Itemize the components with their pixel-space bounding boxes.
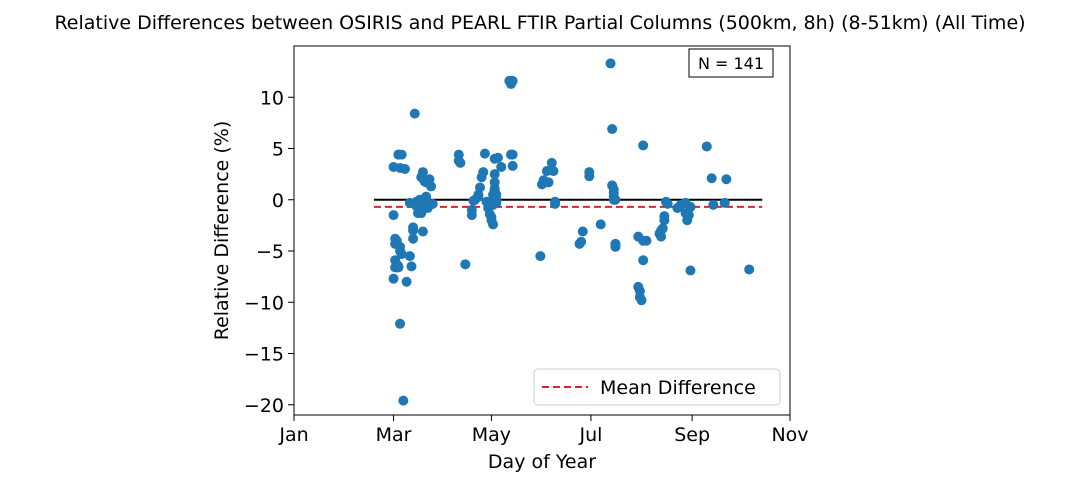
data-point: [719, 197, 730, 208]
count-annotation: N = 141: [688, 48, 774, 78]
data-point: [393, 261, 404, 272]
x-axis: Jan Mar May Jul Sep Nov: [278, 415, 809, 446]
data-point: [478, 167, 489, 178]
x-tick-label: Jan: [278, 424, 308, 446]
data-point: [455, 157, 466, 168]
x-tick-label: Jul: [578, 424, 602, 446]
data-point: [475, 182, 485, 193]
legend-label-mean-difference: Mean Difference: [600, 377, 756, 399]
data-point: [489, 169, 500, 180]
data-point: [662, 198, 673, 209]
data-point: [414, 194, 425, 205]
data-point: [417, 167, 428, 178]
data-point: [636, 295, 647, 306]
x-tick-label: Nov: [771, 424, 808, 446]
data-point: [577, 226, 588, 237]
y-tick-label: 0: [272, 190, 284, 212]
y-axis-label: Relative Difference (%): [211, 121, 233, 341]
y-tick-label: 5: [272, 139, 284, 161]
y-tick-label: −5: [256, 241, 284, 263]
data-point: [550, 198, 561, 209]
data-point: [408, 233, 419, 244]
data-point: [395, 318, 406, 329]
data-point: [685, 265, 696, 276]
x-tick-label: May: [472, 424, 511, 446]
data-point: [706, 173, 717, 184]
data-point: [488, 219, 499, 230]
data-point: [496, 161, 507, 172]
data-point: [507, 75, 518, 86]
data-point: [426, 181, 437, 192]
data-point: [584, 171, 595, 182]
data-point: [708, 199, 719, 210]
y-tick-label: −15: [244, 344, 284, 366]
data-point: [492, 152, 503, 163]
data-point: [595, 219, 606, 230]
data-point: [479, 148, 490, 159]
data-point: [507, 160, 518, 171]
x-tick-label: Sep: [674, 424, 710, 446]
data-point: [396, 149, 407, 160]
data-point: [659, 215, 670, 226]
data-point: [466, 210, 477, 221]
data-point: [607, 124, 618, 135]
data-point: [489, 177, 500, 188]
data-point: [641, 235, 652, 246]
plot-area: [293, 45, 791, 416]
data-point: [605, 58, 616, 69]
data-point: [638, 140, 649, 151]
data-point: [417, 226, 428, 237]
data-point: [543, 177, 554, 188]
data-point: [576, 236, 587, 247]
y-tick-label: −10: [244, 292, 284, 314]
legend: Mean Difference: [533, 368, 781, 406]
data-points: [388, 58, 755, 406]
data-point: [683, 210, 694, 221]
data-point: [721, 174, 732, 185]
data-point: [401, 276, 412, 287]
data-point: [657, 223, 668, 234]
chart-title: Relative Differences between OSIRIS and …: [54, 12, 1025, 34]
y-tick-label: −20: [244, 395, 284, 417]
data-point: [406, 261, 417, 272]
legend-box: [533, 368, 781, 406]
count-annotation-box: [688, 48, 774, 78]
data-point: [610, 194, 621, 205]
data-point: [460, 259, 471, 270]
data-point: [744, 264, 755, 275]
count-annotation-label: N = 141: [698, 54, 764, 73]
data-point: [427, 198, 438, 209]
data-point: [388, 210, 399, 221]
data-point: [610, 238, 621, 249]
data-point: [404, 251, 415, 262]
data-point: [408, 222, 419, 233]
data-point: [491, 197, 502, 208]
data-point: [685, 201, 696, 212]
data-point: [396, 249, 407, 260]
x-tick-label: Mar: [376, 424, 412, 446]
x-axis-label: Day of Year: [488, 451, 596, 473]
data-point: [638, 255, 649, 266]
data-point: [399, 164, 410, 174]
reference-lines: [373, 198, 763, 208]
data-point: [398, 395, 409, 406]
data-point: [546, 157, 557, 168]
y-axis: 10 5 0 −5 −10 −15 −20: [244, 87, 294, 417]
data-point: [701, 141, 712, 152]
data-point: [409, 108, 420, 119]
data-point: [548, 166, 559, 177]
data-point: [506, 149, 516, 160]
data-point: [535, 251, 546, 262]
data-point: [388, 273, 399, 284]
y-tick-label: 10: [260, 87, 284, 109]
data-point: [491, 189, 502, 200]
